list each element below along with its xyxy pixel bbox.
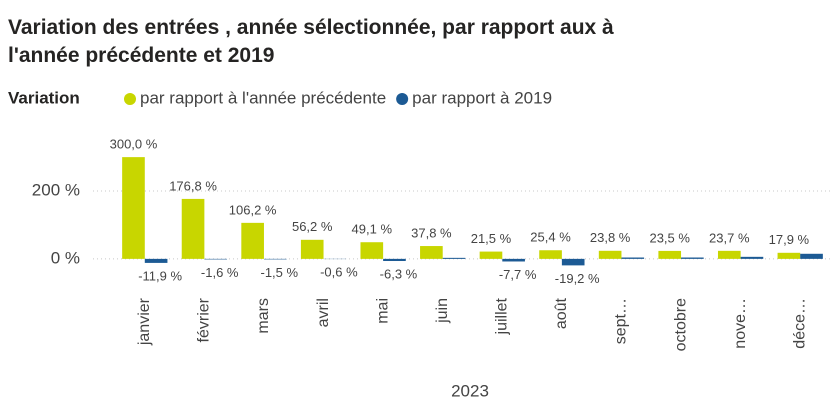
bar [144, 258, 168, 263]
x-tick-label: octobre [672, 298, 689, 351]
data-label: 23,5 % [649, 230, 690, 245]
y-tick-label: 200 % [32, 181, 80, 200]
bar [800, 253, 823, 259]
legend-marker [124, 93, 136, 105]
data-label: 17,9 % [769, 232, 810, 247]
bar [420, 246, 443, 259]
x-tick-label: mars [255, 298, 272, 334]
bar [717, 250, 741, 259]
x-tick-label: déce… [791, 298, 808, 349]
legend-marker [396, 93, 409, 105]
bar [658, 250, 682, 259]
data-label: 37,8 % [411, 225, 452, 240]
x-tick-label: sept… [613, 298, 630, 344]
data-label: -7,7 % [499, 267, 537, 282]
bar [681, 257, 704, 259]
data-label: -1,5 % [260, 265, 298, 280]
data-label: -0,6 % [320, 265, 358, 280]
bar [621, 257, 645, 259]
bar [740, 256, 764, 259]
x-tick-label: nove… [732, 298, 749, 349]
data-label: 21,5 % [471, 231, 512, 246]
data-label: 49,1 % [352, 222, 393, 237]
bar [360, 242, 384, 259]
bar [442, 257, 466, 259]
data-label: 56,2 % [292, 219, 333, 234]
legend-title: Variation [8, 88, 80, 107]
data-label: 23,7 % [709, 230, 750, 245]
data-label: 176,8 % [169, 178, 217, 193]
legend-label: par rapport à l'année précédente [140, 88, 386, 107]
chart-title: Variation des entrées , année sélectionn… [8, 16, 614, 67]
legend-label: par rapport à 2019 [412, 88, 552, 107]
x-tick-label: août [553, 297, 570, 329]
bar [598, 250, 622, 259]
bar [263, 258, 287, 260]
data-label: 106,2 % [229, 202, 277, 217]
data-label: 25,4 % [530, 230, 571, 245]
x-axis-title: 2023 [451, 381, 489, 400]
data-label: -19,2 % [555, 271, 600, 286]
x-tick-label: mai [374, 298, 391, 324]
bar [539, 250, 562, 259]
data-label: 23,8 % [590, 230, 631, 245]
bar [181, 198, 205, 259]
bar [561, 258, 585, 266]
x-tick-label: avril [315, 298, 332, 327]
y-tick-label: 0 % [51, 248, 80, 267]
data-label: -6,3 % [380, 266, 418, 281]
bar [502, 258, 525, 262]
x-tick-label: juillet [494, 297, 511, 335]
data-label: 300,0 % [110, 137, 158, 152]
bar [204, 258, 228, 260]
data-label: -11,9 % [138, 268, 182, 283]
x-tick-label: février [196, 297, 213, 342]
bar [777, 252, 801, 259]
bar [479, 251, 503, 259]
bar [300, 239, 324, 259]
x-tick-label: janvier [136, 297, 153, 346]
data-label: -1,6 % [201, 265, 239, 280]
x-tick-label: juin [434, 298, 451, 324]
bar [241, 222, 264, 259]
bar [122, 157, 145, 259]
bar [383, 258, 406, 262]
